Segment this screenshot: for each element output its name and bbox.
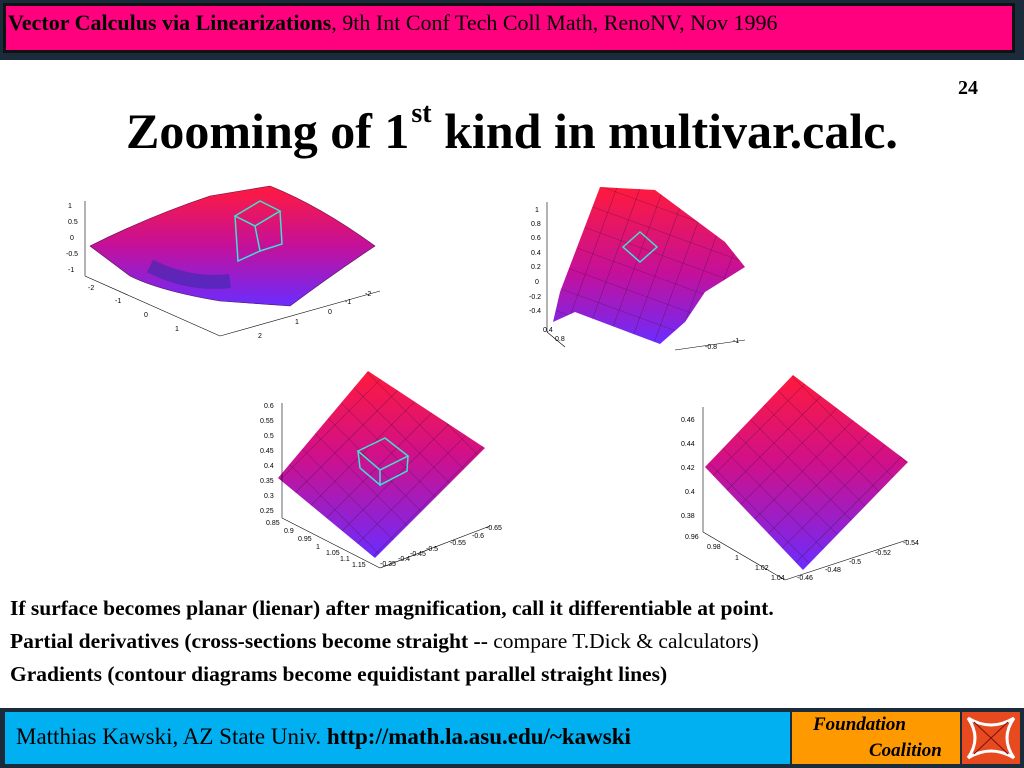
plot4-y-ticks: -0.54 -0.52 -0.5 -0.48 -0.46 — [797, 540, 919, 582]
x-tick-label: 1.05 — [326, 550, 340, 557]
surface-plot-4: 0.46 0.44 0.42 0.4 0.38 0.96 0.98 1 1.02… — [681, 375, 919, 582]
x-tick-label: 0.4 — [543, 327, 553, 334]
y-tick-label: -0.4 — [398, 556, 410, 563]
y-tick-label: 1 — [295, 319, 299, 326]
plot1-z-ticks: 1 0.5 0 -0.5 -1 — [66, 203, 78, 274]
z-tick-label: 0.55 — [260, 418, 274, 425]
header-box — [3, 3, 1015, 53]
y-tick-label: -0.8 — [705, 344, 717, 351]
foundation-coalition-box — [792, 712, 960, 764]
plot2-z-ticks: 1 0.8 0.6 0.4 0.2 0 -0.2 -0.4 — [529, 207, 541, 315]
y-tick-label: -0.46 — [797, 575, 813, 582]
surface-plot-3: 0.6 0.55 0.5 0.45 0.4 0.35 0.3 0.25 0.85… — [260, 371, 502, 569]
z-tick-label: 0.25 — [260, 508, 274, 515]
x-tick-label: 1 — [175, 326, 179, 333]
x-tick-label: 1.1 — [340, 556, 350, 563]
y-tick-label: -0.55 — [450, 540, 466, 547]
z-tick-label: 0.44 — [681, 441, 695, 448]
x-tick-label: -1 — [115, 298, 121, 305]
z-tick-label: 0.38 — [681, 513, 695, 520]
plot4-z-ticks: 0.46 0.44 0.42 0.4 0.38 — [681, 417, 695, 520]
y-tick-label: -1 — [733, 338, 739, 345]
z-tick-label: -1 — [68, 267, 74, 274]
bullet-item: Gradients (contour diagrams become equid… — [10, 662, 668, 686]
z-tick-label: 0.2 — [531, 264, 541, 271]
z-tick-label: -0.2 — [529, 294, 541, 301]
z-tick-label: 0.3 — [264, 493, 274, 500]
z-tick-label: 0.5 — [68, 219, 78, 226]
z-tick-label: 0.45 — [260, 448, 274, 455]
x-tick-label: 0.98 — [707, 544, 721, 551]
z-tick-label: 1 — [68, 203, 72, 210]
y-tick-label: 2 — [258, 333, 262, 340]
x-tick-label: 1.02 — [755, 565, 769, 572]
z-tick-label: 0.4 — [531, 250, 541, 257]
fc-label-line1: Foundation — [813, 714, 906, 735]
plot3-x-ticks: 0.85 0.9 0.95 1 1.05 1.1 1.15 — [266, 520, 366, 569]
y-tick-label: -0.65 — [486, 525, 502, 532]
y-tick-label: -1 — [345, 299, 351, 306]
y-tick-label: -0.35 — [380, 561, 396, 568]
z-tick-label: 0.35 — [260, 478, 274, 485]
slide-title: Zooming of 1st kind in multivar.calc. — [126, 98, 898, 159]
plot3-z-ticks: 0.6 0.55 0.5 0.45 0.4 0.35 0.3 0.25 — [260, 403, 274, 515]
y-tick-label: -0.6 — [472, 533, 484, 540]
y-tick-label: -0.5 — [426, 546, 438, 553]
footer-author: Matthias Kawski, AZ State Univ. http://m… — [16, 724, 631, 749]
y-tick-label: -0.45 — [410, 551, 426, 558]
x-tick-label: 0 — [144, 312, 148, 319]
x-tick-label: 0.9 — [284, 528, 294, 535]
x-tick-label: 1.15 — [352, 562, 366, 569]
z-tick-label: 0.5 — [264, 433, 274, 440]
z-tick-label: 1 — [535, 207, 539, 214]
y-tick-label: 0 — [328, 309, 332, 316]
z-tick-label: 0.6 — [264, 403, 274, 410]
x-tick-label: 0.85 — [266, 520, 280, 527]
foundation-coalition-logo-icon — [962, 712, 1020, 764]
bullet-item: Partial derivatives (cross-sections beco… — [10, 629, 759, 653]
z-tick-label: 0.46 — [681, 417, 695, 424]
x-tick-label: 1 — [316, 544, 320, 551]
plot1-y-ticks: 2 1 0 -1 -2 — [258, 291, 371, 340]
author-url-link[interactable]: http://math.la.asu.edu/~kawski — [326, 724, 631, 749]
x-tick-label: 0.95 — [298, 536, 312, 543]
fc-label-line2: Coalition — [869, 740, 942, 761]
y-tick-label: -0.5 — [849, 559, 861, 566]
x-tick-label: -2 — [88, 285, 94, 292]
slide-number: 24 — [958, 77, 978, 99]
surface-plot-2: 1 0.8 0.6 0.4 0.2 0 -0.2 -0.4 0.4 0.8 -0… — [529, 187, 746, 351]
x-tick-label: 1 — [735, 555, 739, 562]
plot4-x-ticks: 0.96 0.98 1 1.02 1.04 — [685, 534, 785, 582]
surface-plot-1: 1 0.5 0 -0.5 -1 -2 -1 0 1 2 1 0 -1 -2 — [66, 185, 381, 340]
y-tick-label: -0.52 — [875, 550, 891, 557]
z-tick-label: -0.4 — [529, 308, 541, 315]
z-tick-label: -0.5 — [66, 251, 78, 258]
y-tick-label: -0.48 — [825, 567, 841, 574]
y-tick-label: -0.54 — [903, 540, 919, 547]
z-tick-label: 0.4 — [264, 463, 274, 470]
x-tick-label: 0.8 — [555, 336, 565, 343]
y-tick-label: -2 — [365, 291, 371, 298]
bullet-list: If surface becomes planar (lienar) after… — [10, 592, 774, 691]
bullet-item: If surface becomes planar (lienar) after… — [10, 596, 774, 620]
header-title: Vector Calculus via Linearizations, 9th … — [8, 10, 778, 35]
z-tick-label: 0.8 — [531, 221, 541, 228]
footer-box — [5, 712, 790, 764]
x-tick-label: 1.04 — [771, 575, 785, 582]
z-tick-label: 0.42 — [681, 465, 695, 472]
z-tick-label: 0.4 — [685, 489, 695, 496]
plot3-y-ticks: -0.65 -0.6 -0.55 -0.5 -0.45 -0.4 -0.35 — [380, 525, 502, 568]
z-tick-label: 0 — [535, 279, 539, 286]
z-tick-label: 0.6 — [531, 235, 541, 242]
x-tick-label: 0.96 — [685, 534, 699, 541]
plot1-x-ticks: -2 -1 0 1 — [88, 285, 179, 333]
z-tick-label: 0 — [70, 235, 74, 242]
